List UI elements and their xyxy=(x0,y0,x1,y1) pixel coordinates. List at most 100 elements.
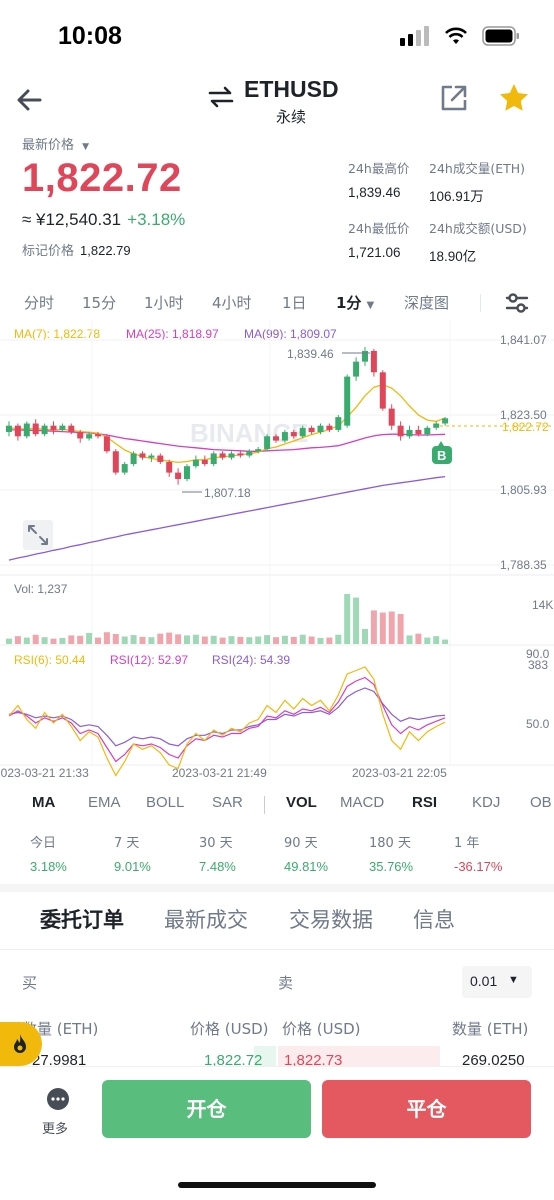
col-ask-qty: 数量 (ETH) xyxy=(452,1020,529,1038)
volume-bar xyxy=(442,639,449,644)
share-icon xyxy=(441,85,467,111)
tf-1h[interactable]: 1小时 xyxy=(144,294,184,312)
candle xyxy=(192,459,199,467)
ma7-line xyxy=(8,384,446,464)
tf-15m[interactable]: 15分 xyxy=(82,294,117,312)
bid-price[interactable]: 1,822.72 xyxy=(204,1052,263,1069)
volume-bar xyxy=(317,637,324,644)
indicator-ema[interactable]: EMA xyxy=(88,794,121,811)
volume-bar xyxy=(23,637,30,644)
candle xyxy=(184,466,190,480)
volume-bar xyxy=(326,637,333,644)
time-tick: 2023-03-21 21:33 xyxy=(0,766,89,780)
tab-info[interactable]: 信息 xyxy=(413,908,455,932)
tf-1m-dropdown[interactable]: 1分 ▼ xyxy=(336,294,375,312)
volume-bar xyxy=(192,634,199,644)
candle xyxy=(379,372,386,409)
price-step-select[interactable]: 0.01 ▼ xyxy=(462,966,532,998)
high-marker: 1,839.46 xyxy=(287,347,334,361)
price-tick: 1,823.50 xyxy=(500,408,547,422)
swap-icon xyxy=(208,86,234,108)
volume-bar xyxy=(166,632,173,644)
tf-4h[interactable]: 4小时 xyxy=(212,294,252,312)
volume-bar xyxy=(68,635,75,644)
price-tick: 1,788.35 xyxy=(500,558,547,572)
rsi12-legend: RSI(12): 52.97 xyxy=(110,653,188,667)
ma7-legend: MA(7): 1,822.78 xyxy=(14,327,101,341)
tab-orders[interactable]: 委托订单 xyxy=(40,908,124,932)
time-tick: 2023-03-21 21:49 xyxy=(172,766,267,780)
timeframe-bar: 分时 15分 1小时 4小时 1日 1分 ▼ 深度图 xyxy=(0,286,554,320)
candle xyxy=(68,425,75,433)
section-divider xyxy=(0,884,554,892)
price-cny-row: ≈ ¥12,540.31 +3.18% xyxy=(22,210,185,230)
indicator-obv[interactable]: OB xyxy=(530,794,552,811)
volume-bar xyxy=(228,636,235,644)
candle xyxy=(362,350,368,362)
stat-24h-vol-eth: 24h成交量(ETH) 106.91万 xyxy=(429,161,526,204)
more-button[interactable] xyxy=(38,1087,78,1115)
indicator-ma[interactable]: MA xyxy=(32,794,56,811)
share-button[interactable] xyxy=(440,84,468,116)
tab-trade-data[interactable]: 交易数据 xyxy=(289,908,373,932)
back-button[interactable] xyxy=(12,82,48,118)
volume-bar xyxy=(103,632,110,644)
hot-button[interactable] xyxy=(0,1022,42,1066)
sliders-icon xyxy=(505,293,529,313)
favorite-button[interactable] xyxy=(498,82,530,118)
buy-marker[interactable]: B xyxy=(432,441,452,464)
candle xyxy=(344,376,351,426)
ask-qty[interactable]: 269.0250 xyxy=(462,1052,525,1069)
volume-bar xyxy=(246,637,253,644)
content-tabs: 委托订单 最新成交 交易数据 信息 xyxy=(0,892,554,950)
open-position-button[interactable]: 开仓 xyxy=(102,1080,311,1138)
home-indicator xyxy=(178,1182,376,1188)
indicator-rsi[interactable]: RSI xyxy=(412,794,438,811)
app-header: ETHUSD 永续 xyxy=(0,70,554,130)
divider xyxy=(480,294,481,312)
candle xyxy=(370,350,377,373)
candle xyxy=(290,432,297,437)
volume-bar xyxy=(201,636,208,644)
candle xyxy=(388,408,395,426)
low-marker: 1,807.18 xyxy=(204,486,251,500)
col-bid-price: 价格 (USD) xyxy=(190,1020,269,1038)
tf-1d[interactable]: 1日 xyxy=(282,294,307,312)
last-price-label[interactable]: 最新价格 ▼ xyxy=(22,138,90,153)
volume-bar xyxy=(14,636,21,644)
candle xyxy=(139,453,146,458)
volume-bar xyxy=(219,637,226,644)
ma99-line xyxy=(8,475,446,561)
volume-bar xyxy=(353,597,360,644)
close-position-button[interactable]: 平仓 xyxy=(322,1080,531,1138)
volume-bar xyxy=(264,635,271,644)
perf-7d: 7 天 9.01% xyxy=(114,836,151,874)
bid-qty[interactable]: 27.9981 xyxy=(32,1052,87,1069)
ask-price[interactable]: 1,822.73 xyxy=(284,1052,343,1069)
kline-chart[interactable]: BINANCE 1,841.07 1,823.50 1,805.93 1,788.35… xyxy=(0,320,554,785)
contract-type: 永续 xyxy=(276,108,307,126)
indicator-boll[interactable]: BOLL xyxy=(146,794,185,811)
indicator-macd[interactable]: MACD xyxy=(340,794,385,811)
divider xyxy=(264,796,265,814)
last-price-tag: 1,822.72 xyxy=(502,420,549,434)
indicator-kdj[interactable]: KDJ xyxy=(472,794,501,811)
tf-depth[interactable]: 深度图 xyxy=(404,294,450,312)
watermark: BINANCE xyxy=(190,418,308,448)
tab-trades[interactable]: 最新成交 xyxy=(164,908,248,932)
candle xyxy=(219,453,226,458)
indicator-sar[interactable]: SAR xyxy=(212,794,243,811)
indicator-vol[interactable]: VOL xyxy=(286,794,317,811)
symbol-switcher[interactable]: ETHUSD 永续 xyxy=(200,76,360,126)
candle xyxy=(95,434,101,437)
volume-bar xyxy=(32,634,39,644)
bids-label: 买 xyxy=(22,974,38,992)
fullscreen-button[interactable] xyxy=(23,520,53,550)
chart-settings-button[interactable] xyxy=(504,290,530,320)
candle xyxy=(201,459,208,465)
candle xyxy=(273,436,279,441)
volume-bar xyxy=(237,636,244,644)
candle xyxy=(130,453,137,465)
tf-line[interactable]: 分时 xyxy=(24,294,55,312)
vol-tick-max: 14K xyxy=(532,598,553,612)
